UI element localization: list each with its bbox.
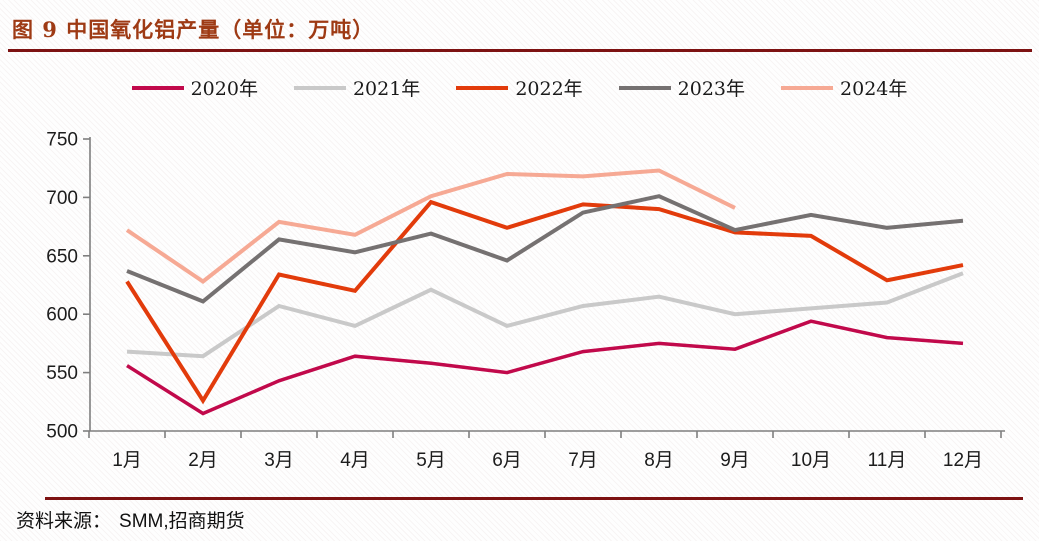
legend-item-2024年[interactable]: 2024年: [781, 74, 907, 101]
title-underline: [8, 49, 1032, 52]
legend-item-2021年[interactable]: 2021年: [293, 74, 421, 101]
series-line-2024年: [125, 168, 736, 284]
series-line-2020年: [126, 319, 964, 416]
legend-swatch-2022年: [456, 85, 509, 90]
x-tick-label: 1月: [112, 450, 142, 471]
x-tick-label: 9月: [720, 450, 750, 471]
legend-label-2021年: 2021年: [352, 78, 421, 100]
y-tick-label: 650: [46, 246, 78, 267]
legend-label-2020年: 2020年: [190, 78, 258, 100]
x-tick-label: 4月: [340, 450, 370, 471]
legend-label-2024年: 2024年: [840, 78, 908, 100]
legend-item-2023年[interactable]: 2023年: [618, 74, 746, 101]
series-line-2021年: [126, 271, 964, 359]
y-tick-label: 500: [46, 422, 78, 443]
y-tick-label: 700: [46, 188, 78, 209]
x-tick-label: 8月: [644, 450, 674, 471]
x-tick-label: 11月: [868, 450, 907, 471]
x-tick-label: 10月: [791, 450, 831, 471]
legend-swatch-2023年: [618, 85, 671, 90]
x-tick-label: 2月: [188, 450, 218, 471]
chart-title: 图 9 中国氧化铝产量（单位：万吨）: [12, 17, 375, 42]
y-tick-label: 750: [46, 130, 78, 151]
source-value: SMM,招商期货: [119, 511, 245, 532]
source-label: 资料来源：: [16, 510, 112, 532]
series-line-2022年: [125, 199, 964, 405]
chart-legend: 2020年 2021年 2022年 2023年 2024年: [0, 74, 1039, 101]
source-line: 资料来源： SMM,招商期货: [16, 506, 245, 533]
legend-swatch-2020年: [131, 85, 184, 90]
x-tick-label: 5月: [416, 450, 446, 471]
x-tick-label: 6月: [492, 450, 522, 471]
series-line-2023年: [126, 194, 964, 304]
y-tick-label: 550: [46, 363, 78, 384]
x-tick-label: 12月: [943, 450, 983, 471]
legend-swatch-2021年: [293, 85, 346, 90]
x-tick-label: 7月: [568, 450, 598, 471]
legend-label-2022年: 2022年: [515, 78, 583, 100]
legend-item-2020年[interactable]: 2020年: [131, 74, 258, 101]
source-divider: [45, 497, 1023, 500]
x-tick-label: 3月: [264, 450, 294, 471]
legend-swatch-2024年: [781, 85, 834, 90]
legend-item-2022年[interactable]: 2022年: [456, 74, 583, 101]
legend-label-2023年: 2023年: [677, 78, 746, 100]
y-tick-label: 600: [46, 305, 78, 326]
